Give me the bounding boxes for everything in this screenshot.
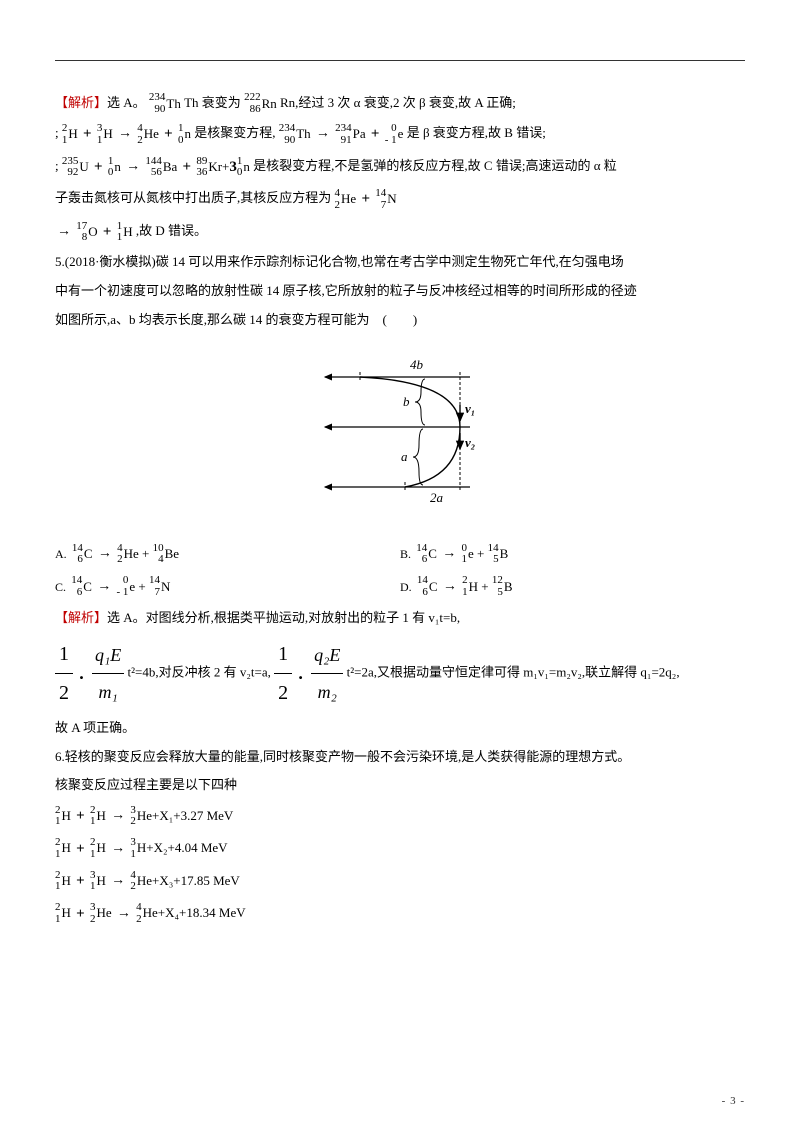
- ans5-line1: 【解析】选 A。对图线分析,根据类平抛运动,对放射出的粒子 1 有 v₁t=b,: [55, 606, 745, 631]
- ans5-line2: 12 . q₁Em₁ t²=4b,对反冲核 2 有 v₂t=a, 12 . q₂…: [55, 635, 745, 712]
- ans5-line3: 故 A 项正确。: [55, 716, 745, 741]
- ans4-line1: 【解析】选 A。 23490Th Th 衰变为 22286Rn Rn,经过 3 …: [55, 91, 745, 116]
- option-a[interactable]: A. 146C → 42He + 104Be: [55, 541, 400, 568]
- ans4-line5: → 178O + 11H ,故 D 错误。: [55, 218, 745, 247]
- frac-half-1: 12: [55, 635, 73, 712]
- top-rule: [55, 60, 745, 61]
- q5-line3: 如图所示,a、b 均表示长度,那么碳 14 的衰变方程可能为 ( ): [55, 308, 745, 333]
- ans4-line2: ; 21H + 31H → 42He + 10n 是核聚变方程, 23490Th…: [55, 120, 745, 149]
- q6-r1: 21H + 21H → 32He+X₁+3.27 MeV: [55, 802, 745, 831]
- q6-r4: 21H + 32He → 42He+X₄+18.34 MeV: [55, 900, 745, 929]
- arrow-icon: →: [118, 121, 132, 148]
- frac-q2e-m2: q₂Em₂: [311, 638, 343, 709]
- page-number: - 3 -: [722, 1091, 745, 1112]
- label-4b: 4b: [410, 357, 424, 372]
- option-b[interactable]: B. 146C → 01e + 145B: [400, 541, 745, 568]
- q5-line2: 中有一个初速度可以忽略的放射性碳 14 原子核,它所放射的粒子与反冲核经过相等的…: [55, 279, 745, 304]
- label-2a: 2a: [430, 490, 444, 505]
- frac-half-2: 12: [274, 635, 292, 712]
- q5-diagram: 4b 2a b a v₁ v₂: [55, 347, 745, 526]
- analysis-label: 【解析】: [55, 95, 107, 110]
- label-b: b: [403, 394, 410, 409]
- ans4-line3: ; 23592U + 10n → 14456Ba + 8936Kr+310n 是…: [55, 153, 745, 182]
- q6-r3: 21H + 31H → 42He+X₃+17.85 MeV: [55, 867, 745, 896]
- label-v2: v₂: [465, 435, 475, 450]
- label-v1: v₁: [465, 401, 475, 416]
- q6-line1: 6.轻核的聚变反应会释放大量的能量,同时核聚变产物一般不会污染环境,是人类获得能…: [55, 745, 745, 770]
- q5-line1: 5.(2018·衡水模拟)碳 14 可以用来作示踪剂标记化合物,也常在考古学中测…: [55, 250, 745, 275]
- q6-r2: 21H + 21H → 31H+X₂+4.04 MeV: [55, 835, 745, 864]
- nuclide-rn222: 22286: [244, 92, 261, 115]
- option-c[interactable]: C. 146C → 0- 1e + 147N: [55, 574, 400, 601]
- q5-options-row1: A. 146C → 42He + 104Be B. 146C → 01e + 1…: [55, 541, 745, 568]
- frac-q1e-m1: q₁Em₁: [92, 638, 124, 709]
- nuclide-th234: 23490: [149, 92, 166, 115]
- ans4-line4: 子轰击氮核可从氮核中打出质子,其核反应方程为 42He + 147N: [55, 185, 745, 214]
- option-d[interactable]: D. 146C → 21H + 125B: [400, 574, 745, 601]
- q5-options-row2: C. 146C → 0- 1e + 147N D. 146C → 21H + 1…: [55, 574, 745, 601]
- label-a: a: [401, 449, 408, 464]
- q6-line2: 核聚变反应过程主要是以下四种: [55, 773, 745, 798]
